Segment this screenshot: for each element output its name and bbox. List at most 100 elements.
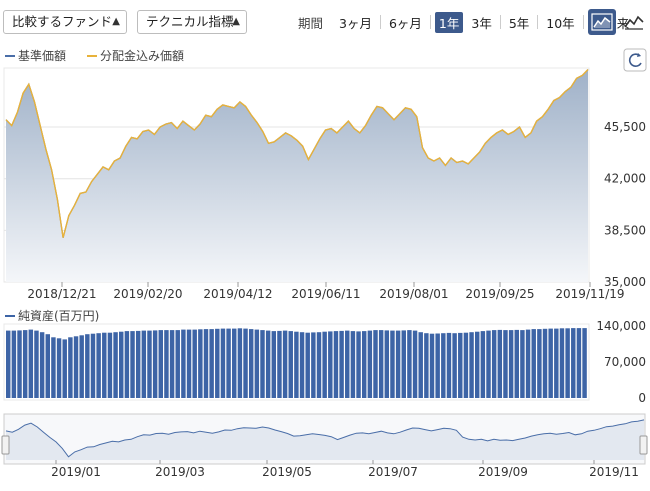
divider: [429, 15, 431, 29]
navigator-tick-label: 2019/11: [589, 465, 639, 479]
volume-y-tick-label: 70,000: [604, 355, 646, 369]
net-assets-bar: [135, 330, 141, 398]
net-assets-bar: [34, 330, 39, 398]
net-assets-bar: [6, 330, 11, 398]
net-assets-bar: [28, 329, 34, 398]
period-3m-button[interactable]: 3ヶ月: [339, 15, 372, 31]
net-assets-bar: [277, 330, 282, 398]
net-assets-bar: [85, 334, 90, 398]
legend-dist-label: 分配金込み価額: [100, 48, 184, 63]
net-assets-bar: [62, 339, 67, 398]
net-assets-bar: [271, 331, 277, 398]
net-assets-bar: [373, 330, 378, 398]
net-assets-bar: [51, 337, 56, 398]
net-assets-bar: [390, 330, 395, 398]
net-assets-bar: [68, 337, 73, 398]
navigator-tick-label: 2019/07: [368, 465, 418, 479]
x-tick-label: 2019/11/19: [555, 287, 624, 301]
compare-fund-select[interactable]: 比較するファンド ▲: [3, 10, 127, 34]
net-assets-bar: [119, 331, 124, 398]
net-assets-bar: [147, 330, 152, 398]
period-1y-button[interactable]: 1年: [434, 11, 464, 33]
period-10y-button[interactable]: 10年: [546, 15, 575, 31]
technical-indicator-select[interactable]: テクニカル指標 ▲: [137, 10, 247, 34]
navigator-area-fill: [6, 419, 644, 460]
period-3y-button[interactable]: 3年: [471, 15, 492, 31]
net-assets-bar: [232, 328, 237, 398]
net-assets-bar: [164, 330, 169, 398]
net-assets-bar: [265, 330, 271, 398]
net-assets-bar: [299, 332, 305, 398]
legend-volume-label: 純資産(百万円): [18, 308, 99, 323]
net-assets-bar: [237, 328, 243, 398]
dist-line: [5, 69, 589, 238]
period-selector: 期間 3ヶ月 6ヶ月 1年 3年 5年 10年 設定来: [298, 10, 635, 34]
period-5y-button[interactable]: 5年: [508, 15, 530, 31]
line-chart-icon[interactable]: [620, 9, 648, 35]
net-assets-bar: [22, 330, 28, 398]
navigator-left-handle[interactable]: [1, 435, 10, 455]
divider: [499, 15, 501, 29]
net-assets-bar: [356, 331, 361, 398]
navigator-tick-label: 2019/05: [262, 465, 312, 479]
net-assets-bar: [288, 331, 293, 398]
reset-zoom-button[interactable]: [623, 48, 647, 72]
net-assets-bar: [203, 329, 209, 398]
net-assets-bar: [322, 331, 327, 398]
net-assets-bar: [192, 329, 197, 398]
net-assets-bar: [158, 330, 164, 398]
net-assets-bar: [226, 328, 231, 398]
net-assets-bar: [441, 333, 446, 398]
divider: [537, 15, 539, 29]
net-assets-bar: [384, 330, 390, 398]
net-assets-bar: [243, 328, 248, 398]
navigator-right-handle[interactable]: [639, 435, 648, 455]
net-assets-bar: [554, 328, 559, 398]
net-assets-bar: [254, 329, 260, 398]
navigator-tick-label: 2019/09: [478, 465, 528, 479]
net-assets-bar: [418, 332, 423, 398]
area-chart-icon[interactable]: [588, 9, 616, 35]
net-assets-bar: [248, 329, 254, 398]
net-assets-bar: [491, 330, 497, 398]
y-tick-label: 45,500: [604, 120, 646, 134]
net-assets-bar: [446, 332, 452, 398]
net-assets-bar: [469, 332, 474, 398]
net-assets-bar: [152, 330, 158, 398]
x-tick-label: 2019/04/12: [203, 287, 272, 301]
nav-area-fill: [6, 69, 588, 282]
period-6m-button[interactable]: 6ヶ月: [388, 15, 422, 31]
net-assets-bar: [497, 329, 503, 398]
net-assets-bar: [520, 330, 525, 398]
net-assets-bar: [175, 330, 180, 398]
net-assets-bar: [582, 328, 587, 398]
net-assets-bar: [186, 329, 192, 398]
net-assets-bar: [407, 330, 412, 398]
net-assets-bar: [361, 331, 367, 398]
select-arrow-icon: ▲: [112, 16, 120, 27]
net-assets-bar: [452, 333, 457, 398]
net-assets-bar: [141, 330, 147, 398]
net-assets-bar: [412, 330, 418, 398]
net-assets-bar: [11, 330, 17, 398]
divider: [379, 15, 381, 29]
divider: [582, 15, 584, 29]
net-assets-bar: [548, 328, 553, 398]
technical-indicator-label: テクニカル指標: [146, 14, 234, 29]
net-assets-bar: [367, 330, 373, 398]
net-assets-bar: [463, 332, 469, 398]
net-assets-bar: [525, 329, 531, 398]
net-assets-bar: [220, 328, 226, 398]
x-tick-label: 2019/06/11: [291, 287, 360, 301]
net-assets-bar: [559, 328, 565, 398]
legend: 基準価額 分配金込み価額: [5, 48, 184, 63]
navigator-chart[interactable]: 2019/01 2019/03 2019/05 2019/07 2019/09 2019/…: [0, 410, 650, 491]
volume-plot-area: [3, 323, 590, 401]
net-assets-bar: [130, 331, 135, 398]
navigator-tick-label: 2019/01: [51, 465, 101, 479]
net-assets-bar: [458, 332, 463, 398]
net-assets-bar: [424, 333, 429, 398]
net-assets-bar: [503, 330, 508, 398]
net-assets-bar: [542, 328, 548, 398]
refresh-icon: [628, 53, 642, 67]
